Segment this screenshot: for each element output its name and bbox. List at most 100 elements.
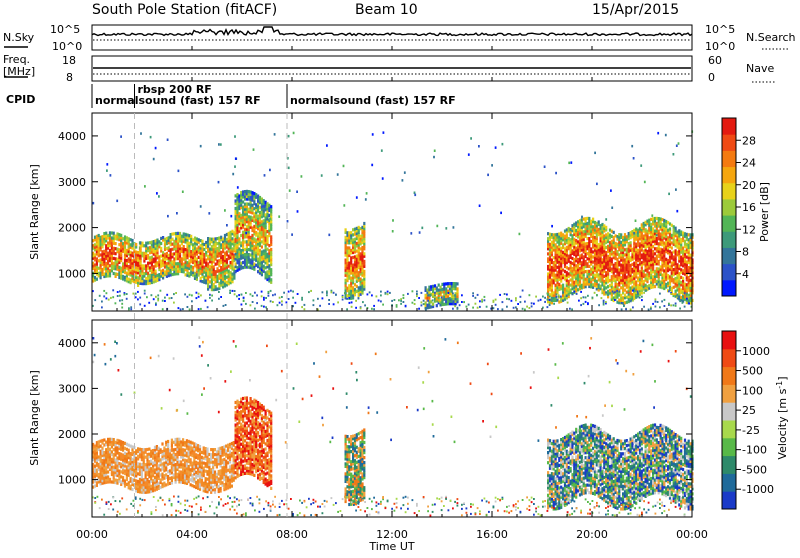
echo-cell [592,225,594,228]
echo-cell [235,199,237,202]
noise-cell [342,296,344,298]
noise-cell [180,308,182,310]
echo-cell [200,277,202,280]
noise-cell [196,292,198,294]
noise-cell [468,304,470,306]
echo-cell [259,211,261,214]
noise-cell [412,302,414,304]
noise-cell [425,308,427,310]
echo-cell [122,275,124,278]
echo-cell [98,473,100,476]
echo-cell [690,254,692,257]
scatter-cell [237,186,239,189]
echo-cell [665,258,667,261]
noise-cell [119,295,121,297]
echo-cell [656,222,658,225]
noise-cell [270,300,272,302]
noise-cell [493,300,495,302]
noise-cell [614,291,616,293]
echo-cell [648,272,650,275]
echo-cell [150,467,152,470]
noise-cell [103,295,105,297]
echo-cell [641,254,643,257]
echo-cell [673,225,675,228]
echo-cell [350,231,352,234]
noise-cell [567,302,569,304]
noise-cell [355,307,357,309]
noise-cell [418,308,420,310]
noise-cell [479,300,481,302]
echo-cell [235,207,237,210]
noise-cell [486,306,488,308]
noise-cell [524,301,526,303]
echo-cell [213,238,215,241]
echo-cell [124,452,126,455]
echo-cell [560,285,562,288]
echo-cell [240,234,242,237]
scatter-cell [495,146,497,149]
echo-cell [131,445,133,448]
echo-cell [270,205,272,208]
scatter-cell [365,198,367,201]
echo-cell [251,191,253,194]
noise-cell [648,309,650,311]
echo-cell [600,224,602,227]
beam-label: Beam 10 [355,2,418,18]
noise-cell [655,298,657,300]
echo-cell [613,286,615,289]
echo-cell [650,223,652,226]
noise-cell [223,305,225,307]
power-colorbar-swatch [722,215,736,232]
echo-cell [224,234,226,237]
echo-cell [115,441,117,444]
echo-cell [626,301,628,304]
echo-cell [588,237,590,240]
echo-cell [135,251,137,254]
noise-cell [472,292,474,294]
echo-cell [618,233,620,236]
echo-cell [443,283,445,286]
noise-cell [481,301,483,303]
echo-cell [673,250,675,253]
echo-cell [266,230,268,233]
noise-cell [668,290,670,292]
echo-cell [257,195,259,198]
echo-cell [660,217,662,220]
echo-cell [149,266,151,269]
noise-cell [245,303,247,305]
echo-cell [115,252,117,255]
echo-cell [215,237,217,240]
noise-cell [241,304,243,306]
echo-cell [675,277,677,280]
noise-cell [421,292,423,294]
noise-cell [380,291,382,293]
echo-cell [553,233,555,236]
echo-cell [635,228,637,231]
echo-cell [255,239,257,242]
echo-cell [669,227,671,230]
noise-cell [187,306,189,308]
echo-cell [352,286,354,289]
noise-cell [157,298,159,300]
echo-cell [215,285,217,288]
echo-cell [98,234,100,237]
scatter-cell [445,227,447,230]
noise-cell [198,308,200,310]
noise-cell [439,293,441,295]
noise-cell [643,306,645,308]
noise-cell [301,306,303,308]
noise-cell [119,290,121,292]
noise-cell [481,299,483,301]
noise-cell [364,304,366,306]
echo-cell [216,242,218,245]
echo-cell [120,440,122,443]
noise-cell [189,294,191,296]
scatter-cell [208,212,210,215]
echo-cell [147,262,149,265]
echo-cell [673,268,675,271]
noise-cell [144,305,146,307]
echo-cell [690,279,692,282]
echo-cell [673,286,675,289]
noise-cell [157,294,159,296]
